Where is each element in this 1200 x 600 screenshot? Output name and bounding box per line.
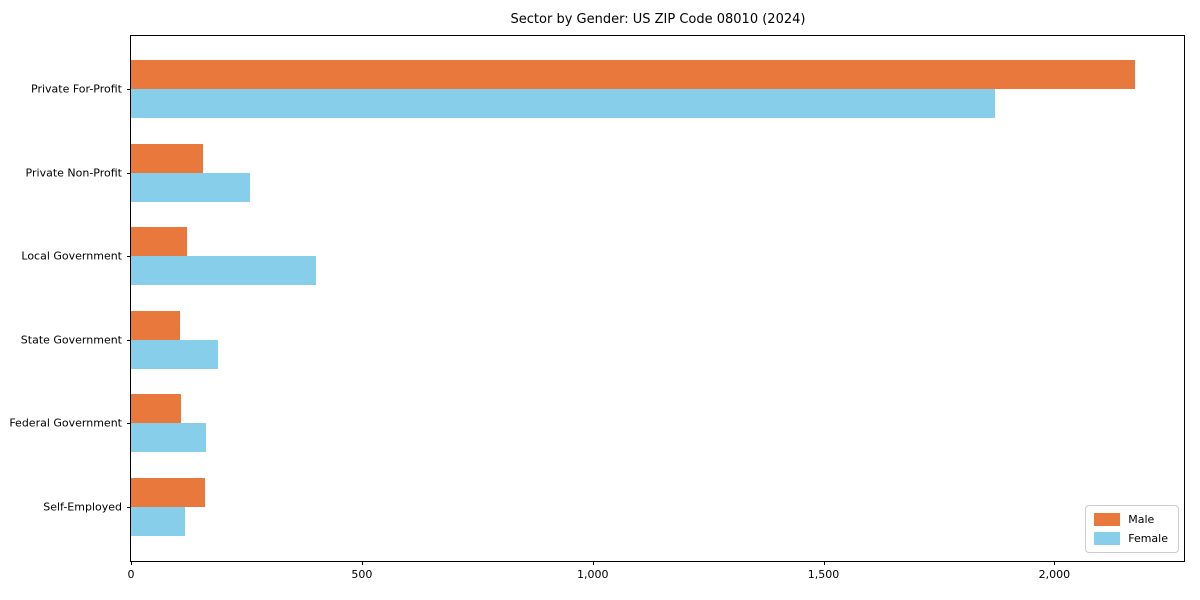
- y-tick-mark: [127, 507, 131, 508]
- chart-title: Sector by Gender: US ZIP Code 08010 (202…: [510, 12, 806, 27]
- bar-female-self-employed: [131, 507, 186, 536]
- bar-female-local-government: [131, 256, 316, 286]
- x-tick-label: 0: [127, 568, 135, 581]
- y-tick-label: State Government: [20, 333, 122, 347]
- x-tick-label: 1,500: [807, 568, 840, 581]
- female-swatch: [1094, 532, 1121, 545]
- bar-male-state-government: [131, 310, 180, 340]
- legend-entry-male: Male: [1094, 513, 1168, 526]
- male-swatch: [1094, 513, 1121, 526]
- x-tick-mark: [131, 561, 132, 565]
- x-tick-mark: [361, 561, 363, 565]
- y-tick-label: Private Non-Profit: [25, 166, 122, 180]
- y-tick-mark: [127, 89, 131, 90]
- y-tick-label: Private For-Profit: [31, 82, 122, 96]
- y-tick-label: Local Government: [21, 249, 122, 263]
- y-tick-mark: [127, 256, 131, 258]
- x-tick-label: 2,000: [1038, 568, 1071, 581]
- bar-female-federal-government: [131, 423, 206, 453]
- y-tick-mark: [127, 423, 131, 425]
- bar-female-private-for-profit: [131, 89, 996, 118]
- bar-male-local-government: [131, 227, 188, 257]
- bar-male-federal-government: [131, 394, 181, 424]
- x-tick-mark: [1054, 561, 1056, 565]
- bar-female-private-non-profit: [131, 172, 251, 202]
- legend-label-male: Male: [1128, 513, 1155, 526]
- y-tick-label: Self-Employed: [43, 500, 122, 514]
- y-tick-mark: [127, 172, 131, 174]
- legend: Male Female: [1085, 505, 1179, 553]
- legend-entry-female: Female: [1094, 532, 1168, 545]
- x-tick-mark: [823, 561, 825, 565]
- bar-male-private-non-profit: [131, 143, 203, 173]
- x-tick-label: 500: [351, 568, 373, 581]
- y-tick-label: Federal Government: [9, 416, 122, 430]
- bar-female-state-government: [131, 339, 218, 369]
- bar-male-self-employed: [131, 478, 205, 507]
- y-tick-mark: [127, 339, 131, 341]
- x-tick-label: 1,000: [576, 568, 609, 581]
- x-tick-mark: [592, 561, 594, 565]
- legend-label-female: Female: [1128, 532, 1168, 545]
- bar-male-private-for-profit: [131, 60, 1136, 89]
- plot-area: Male Female Private For-Profit Private No…: [9, 35, 1185, 581]
